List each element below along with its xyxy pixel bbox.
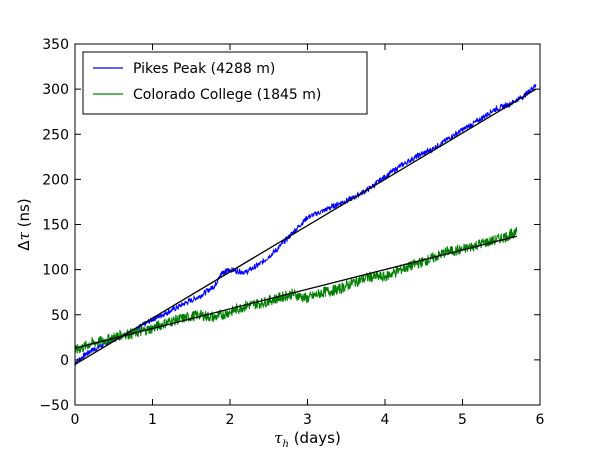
y-tick-label: 100 <box>42 263 69 279</box>
series-line-0 <box>75 83 537 366</box>
y-axis-label-unit: (ns) <box>15 198 33 232</box>
legend-label: Colorado College (1845 m) <box>133 87 321 103</box>
plot-lines <box>75 83 537 366</box>
y-tick-label: 0 <box>60 353 69 369</box>
x-axis-label: τh (days) <box>274 429 341 450</box>
y-tick-label: 200 <box>42 172 69 188</box>
x-tick-label: 2 <box>226 412 235 428</box>
x-tick-label: 3 <box>303 412 312 428</box>
y-axis-label-prefix: Δ <box>15 240 33 251</box>
y-tick-label: 350 <box>42 37 69 53</box>
x-axis-label-unit: (days) <box>289 429 341 447</box>
y-axis-label-symbol: τ <box>15 231 33 240</box>
x-tick-label: 4 <box>381 412 390 428</box>
y-tick-label: 300 <box>42 82 69 98</box>
x-tick-label: 1 <box>148 412 157 428</box>
series-line-1 <box>75 226 518 354</box>
x-tick-label: 6 <box>536 412 545 428</box>
x-tick-label: 0 <box>71 412 80 428</box>
y-tick-label: 50 <box>51 308 69 324</box>
legend-label: Pikes Peak (4288 m) <box>133 61 275 77</box>
y-axis-label: Δτ (ns) <box>15 198 33 250</box>
x-tick-label: 5 <box>458 412 467 428</box>
legend-box <box>82 51 368 115</box>
x-axis-label-symbol: τ <box>274 429 283 447</box>
y-tick-label: 150 <box>42 218 69 234</box>
y-tick-label: 250 <box>42 127 69 143</box>
fit-line-2 <box>75 88 537 365</box>
y-tick-label: −50 <box>39 398 69 414</box>
fit-line-3 <box>75 235 517 349</box>
x-axis-label-subscript: h <box>282 439 288 450</box>
legend: Pikes Peak (4288 m) Colorado College (184… <box>82 51 368 115</box>
